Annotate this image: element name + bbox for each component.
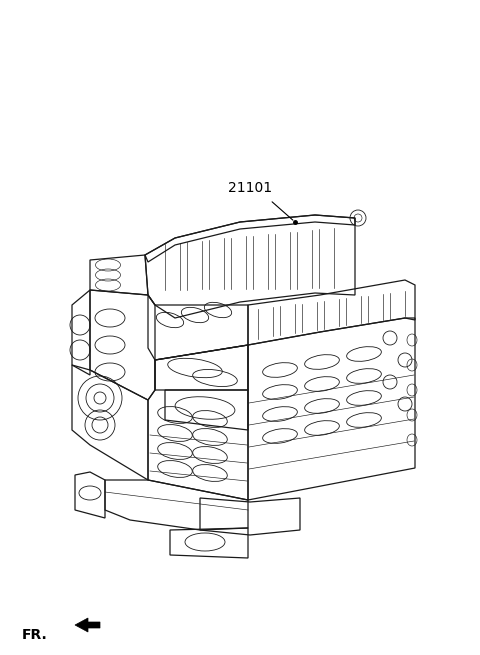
Text: 21101: 21101 [228, 181, 272, 195]
Polygon shape [75, 618, 100, 632]
Text: FR.: FR. [22, 628, 48, 642]
